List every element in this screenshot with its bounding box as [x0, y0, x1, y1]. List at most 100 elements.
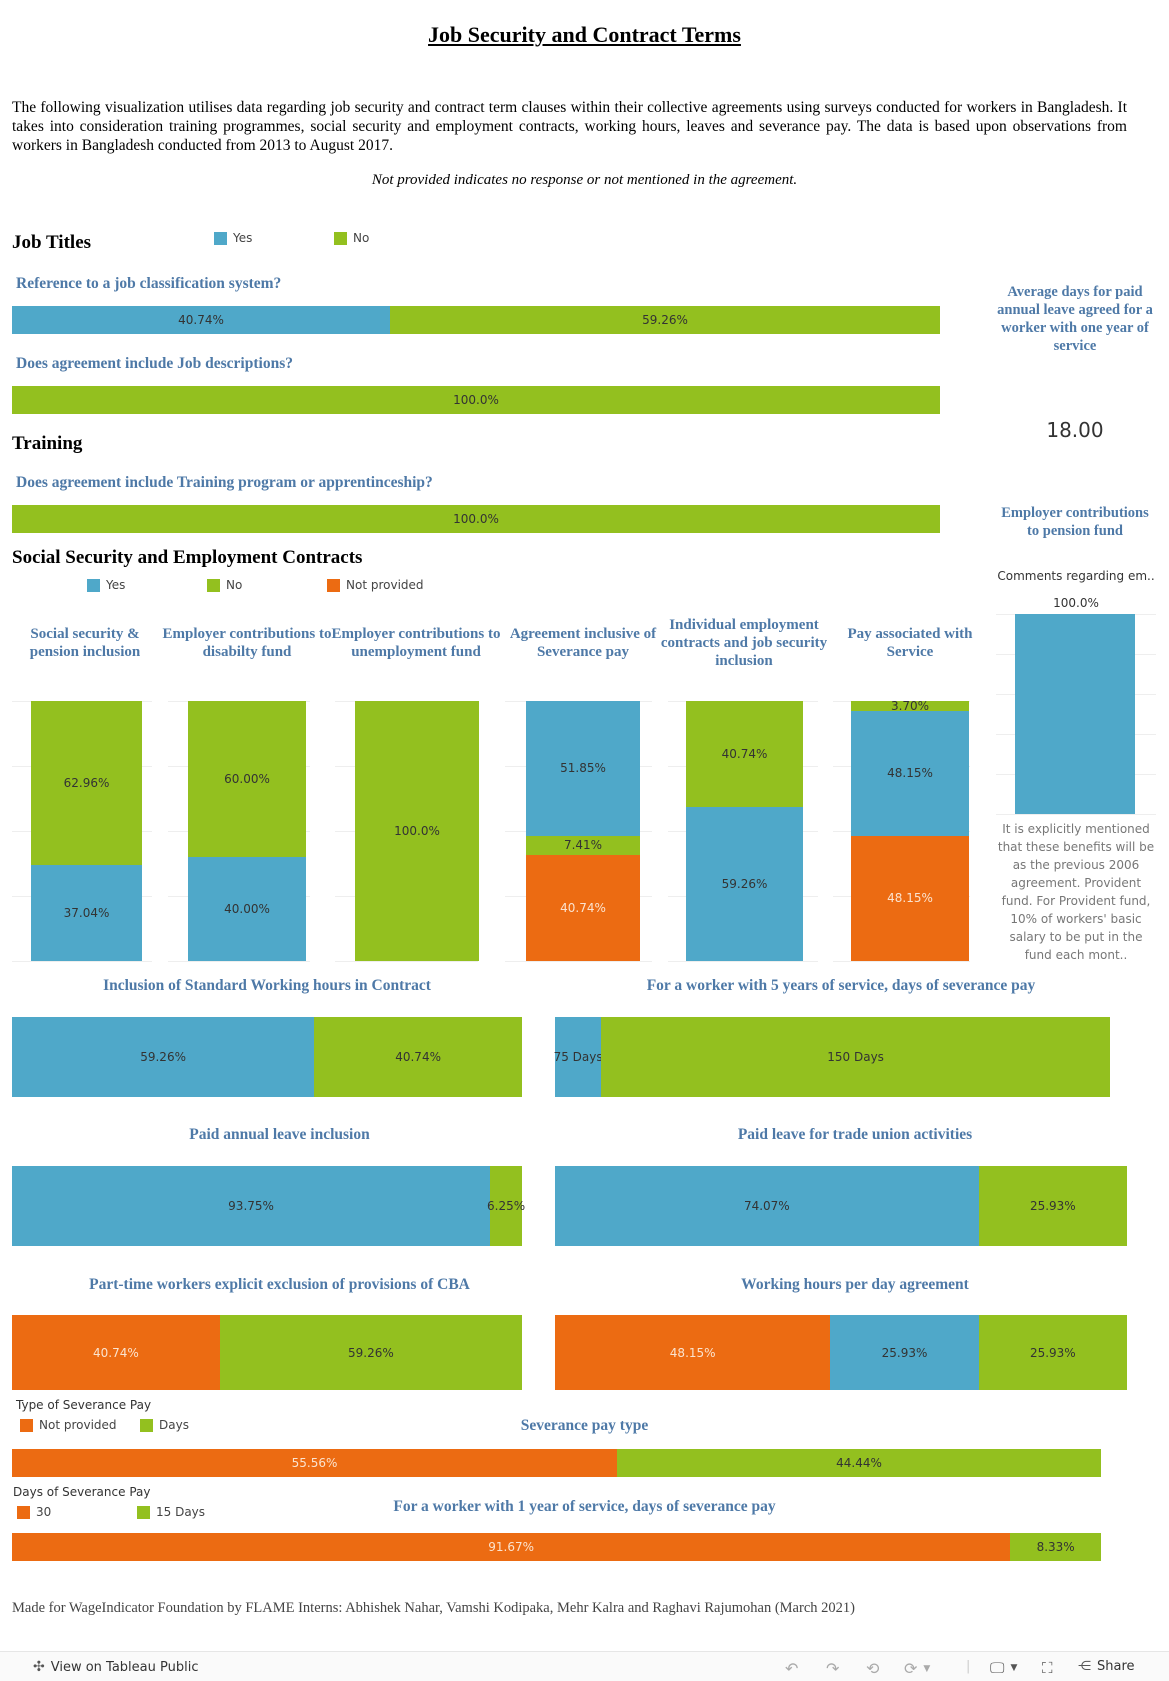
bar-segment[interactable]: 48.15%	[555, 1315, 831, 1390]
redo-button[interactable]: ↷	[826, 1659, 839, 1678]
stacked-column: 3.70% 48.15% 48.15%	[851, 699, 969, 961]
bar-segment[interactable]: 55.56%	[12, 1449, 618, 1477]
bar-segment[interactable]: 6.25%	[487, 1166, 525, 1246]
legend-not-provided[interactable]: Not provided	[20, 1418, 117, 1432]
bar-segment[interactable]: 44.44%	[617, 1449, 1101, 1477]
bar-segment[interactable]: 91.67%	[12, 1533, 1011, 1561]
share-label: Share	[1097, 1659, 1135, 1674]
bar-segment[interactable]: 59.26%	[390, 306, 940, 334]
legend-no[interactable]: No	[207, 578, 242, 592]
stacked-column: 62.96% 37.04%	[31, 701, 142, 961]
legend-label: Yes	[233, 231, 253, 245]
bar-segment[interactable]: 40.74%	[12, 306, 391, 334]
intro-text: The following visualization utilises dat…	[12, 99, 1127, 154]
severance-days-legend-title: Days of Severance Pay	[13, 1485, 151, 1499]
column-segment[interactable]: 37.04%	[31, 864, 142, 961]
legend-label: 30	[36, 1505, 52, 1519]
legend-swatch-icon	[140, 1418, 153, 1432]
legend-swatch-icon	[87, 578, 100, 592]
view-on-tableau-label: View on Tableau Public	[50, 1659, 199, 1675]
bar-segment[interactable]: 59.26%	[12, 1017, 315, 1097]
question-trade-union-leave: Paid leave for trade union activities	[737, 1126, 973, 1143]
legend-label: 15 Days	[156, 1505, 206, 1519]
legend-30[interactable]: 30	[17, 1505, 51, 1519]
gridline	[996, 814, 1156, 815]
legend-label: Not provided	[39, 1418, 117, 1432]
kpi-annual-leave-title: Average days for paid annual leave agree…	[997, 284, 1153, 354]
pension-subtitle: Comments regarding em..	[997, 569, 1155, 583]
column-category-label: Employer contributions to disabilty fund	[162, 626, 332, 660]
column-segment[interactable]: 62.96%	[31, 701, 142, 865]
redo-icon: ↷	[826, 1659, 840, 1678]
device-layout-button[interactable]: 🖵 ▼	[990, 1659, 1017, 1677]
footer-credits: Made for WageIndicator Foundation by FLA…	[12, 1600, 855, 1616]
revert-button[interactable]: ⟲	[866, 1659, 879, 1678]
chart-pension-fund: 100.0%	[996, 592, 1156, 816]
undo-button[interactable]: ↶	[785, 1659, 798, 1678]
bar-segment[interactable]: 100.0%	[12, 386, 940, 414]
column-category-label: Agreement inclusive of Severance pay	[509, 626, 657, 660]
section-training: Training	[12, 433, 83, 454]
share-icon: ⋲	[1078, 1659, 1091, 1674]
question-part-time: Part-time workers explicit exclusion of …	[89, 1276, 470, 1293]
bar-segment[interactable]: 40.74%	[12, 1315, 220, 1390]
page-title: Job Security and Contract Terms	[428, 22, 741, 47]
column-segment[interactable]: 40.00%	[188, 857, 306, 961]
bar-segment[interactable]: 150 Days	[601, 1017, 1110, 1097]
bar-segment[interactable]: 40.74%	[314, 1017, 522, 1097]
bar-segment[interactable]: 75 Days	[554, 1017, 603, 1097]
bar-segment[interactable]: 74.07%	[555, 1166, 979, 1246]
fullscreen-icon: ⛶	[1042, 1659, 1053, 1677]
question-severance-5yr: For a worker with 5 years of service, da…	[646, 977, 1036, 994]
tableau-toolbar: ✣ View on Tableau Public ↶ ↷ ⟲ ⟳ ▼ | 🖵 ▼ ⛶…	[0, 1651, 1169, 1681]
bar-segment[interactable]: 100.0%	[12, 505, 940, 533]
view-on-tableau-link[interactable]: ✣ View on Tableau Public	[33, 1659, 198, 1675]
bar-segment[interactable]: 93.75%	[12, 1166, 491, 1246]
legend-label: Not provided	[346, 578, 424, 592]
bar-segment[interactable]: 59.26%	[219, 1315, 522, 1390]
legend-days[interactable]: Days	[140, 1418, 189, 1432]
share-button[interactable]: ⋲ Share	[1078, 1659, 1135, 1674]
stacked-column: 40.74% 59.26%	[686, 701, 803, 961]
legend-not-provided[interactable]: Not provided	[327, 578, 424, 592]
chart-annual-leave: 93.75% 6.25%	[12, 1166, 525, 1246]
tableau-logo-icon: ✣	[33, 1659, 45, 1675]
legend-swatch-icon	[17, 1505, 30, 1519]
column-segment[interactable]: 48.15%	[851, 710, 969, 836]
undo-icon: ↶	[785, 1659, 799, 1678]
chart-job-descriptions: 100.0%	[12, 386, 940, 414]
column-segment[interactable]: 7.41%	[526, 835, 640, 856]
legend-label: Days	[159, 1418, 189, 1432]
bar-segment[interactable]: 25.93%	[978, 1315, 1127, 1390]
bar-segment[interactable]: 25.93%	[978, 1166, 1127, 1246]
bar-segment[interactable]: 25.93%	[830, 1315, 979, 1390]
column-category-label: Social security & pension inclusion	[29, 626, 141, 660]
column-segment[interactable]: 40.74%	[686, 701, 803, 807]
column-segment[interactable]: 59.26%	[686, 806, 803, 961]
toolbar-divider: |	[966, 1659, 971, 1674]
stacked-column: 60.00% 40.00%	[188, 701, 306, 961]
legend-15-days[interactable]: 15 Days	[137, 1505, 205, 1519]
pension-bar[interactable]	[1015, 614, 1135, 814]
column-segment[interactable]: 3.70%	[851, 699, 969, 713]
revert-icon: ⟲	[866, 1659, 880, 1678]
refresh-button[interactable]: ⟳ ▼	[904, 1659, 930, 1678]
refresh-icon: ⟳	[904, 1659, 918, 1678]
question-job-descriptions: Does agreement include Job descriptions?	[16, 355, 293, 372]
fullscreen-button[interactable]: ⛶	[1042, 1659, 1053, 1677]
gridline	[12, 961, 152, 962]
column-segment[interactable]: 60.00%	[188, 701, 306, 857]
chart-job-classification: 40.74% 59.26%	[12, 306, 940, 334]
bar-segment[interactable]: 8.33%	[1010, 1533, 1101, 1561]
column-segment[interactable]: 40.74%	[526, 855, 640, 961]
gridline	[833, 961, 970, 962]
column-segment[interactable]: 51.85%	[526, 701, 640, 836]
legend-swatch-icon	[20, 1418, 33, 1432]
legend-no[interactable]: No	[334, 231, 369, 245]
legend-yes[interactable]: Yes	[87, 578, 125, 592]
legend-yes[interactable]: Yes	[214, 231, 252, 245]
column-segment[interactable]: 100.0%	[355, 701, 479, 961]
question-training: Does agreement include Training program …	[16, 474, 433, 491]
column-segment[interactable]: 48.15%	[851, 835, 969, 961]
chevron-down-icon: ▼	[923, 1663, 931, 1674]
